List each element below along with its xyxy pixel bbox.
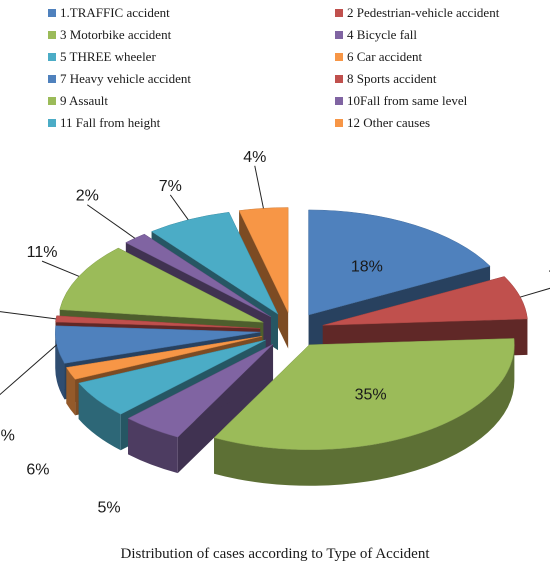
legend-swatch-11 [48,119,56,127]
legend-swatch-3 [48,31,56,39]
legend-swatch-9 [48,97,56,105]
legend-entry-1-traffic-accident: 1.TRAFFIC accident [60,5,170,20]
legend-entry-5-three-wheeler: 5 THREE wheeler [60,49,156,64]
leader-line-12 [254,165,264,209]
legend-entry-10fall-from-same-level: 10Fall from same level [347,93,468,108]
legend-swatch-12 [335,119,343,127]
legend-swatch-2 [335,9,343,17]
legend-swatch-1 [48,9,56,17]
leader-line-11 [169,194,189,221]
leader-line-7 [0,344,58,396]
chart-caption: Distribution of cases according to Type … [120,546,430,562]
legend-entry-11-fall-from-height: 11 Fall from height [60,115,161,130]
legend-entry-9-assault: 9 Assault [60,93,108,108]
legend-entry-3-motorbike-accident: 3 Motorbike accident [60,27,172,42]
legend-entry-12-other-causes: 12 Other causes [347,115,430,130]
legend-swatch-7 [48,75,56,83]
legend: 1.TRAFFIC accident 2 Pedestrian-vehicle a… [48,5,500,130]
slice-4-bicycle-fall [127,343,274,474]
data-label-9-assault: 11% [27,244,58,261]
legend-swatch-10 [335,97,343,105]
data-label-12-other-causes: 4% [243,149,266,166]
data-label-1-traffic-accident: 18% [351,259,383,276]
leader-lines [0,165,550,396]
legend-swatch-5 [48,53,56,61]
leader-line-9 [41,260,80,277]
slice-3-motorbike-accident [213,338,515,486]
data-label-11-fall-from-height: 7% [159,178,182,195]
leader-line-10 [86,204,136,239]
data-label-5-three-wheeler: 6% [26,462,49,479]
data-labels: 18%7%35%5%6%2%6%1%11%2%7%4% [0,149,550,517]
leader-line-8 [0,311,57,320]
data-label-10fall-from-same-level: 2% [76,188,99,205]
legend-entry-4-bicycle-fall: 4 Bicycle fall [347,27,417,42]
data-label-6-car-accident: 2% [0,428,15,445]
leader-line-2 [520,287,550,298]
data-label-3-motorbike-accident: 35% [355,386,387,403]
legend-swatch-6 [335,53,343,61]
legend-swatch-4 [335,31,343,39]
legend-swatch-8 [335,75,343,83]
data-label-4-bicycle-fall: 5% [97,499,120,516]
legend-entry-7-heavy-vehicle-accident: 7 Heavy vehicle accident [60,71,191,86]
legend-entry-2-pedestrian-vehicle-accident: 2 Pedestrian-vehicle accident [347,5,500,20]
pie-slices [54,207,528,486]
legend-entry-6-car-accident: 6 Car accident [347,49,422,64]
data-label-2-pedestrian-vehicle-accident: 7% [548,268,550,285]
legend-entry-8-sports-accident: 8 Sports accident [347,71,437,86]
